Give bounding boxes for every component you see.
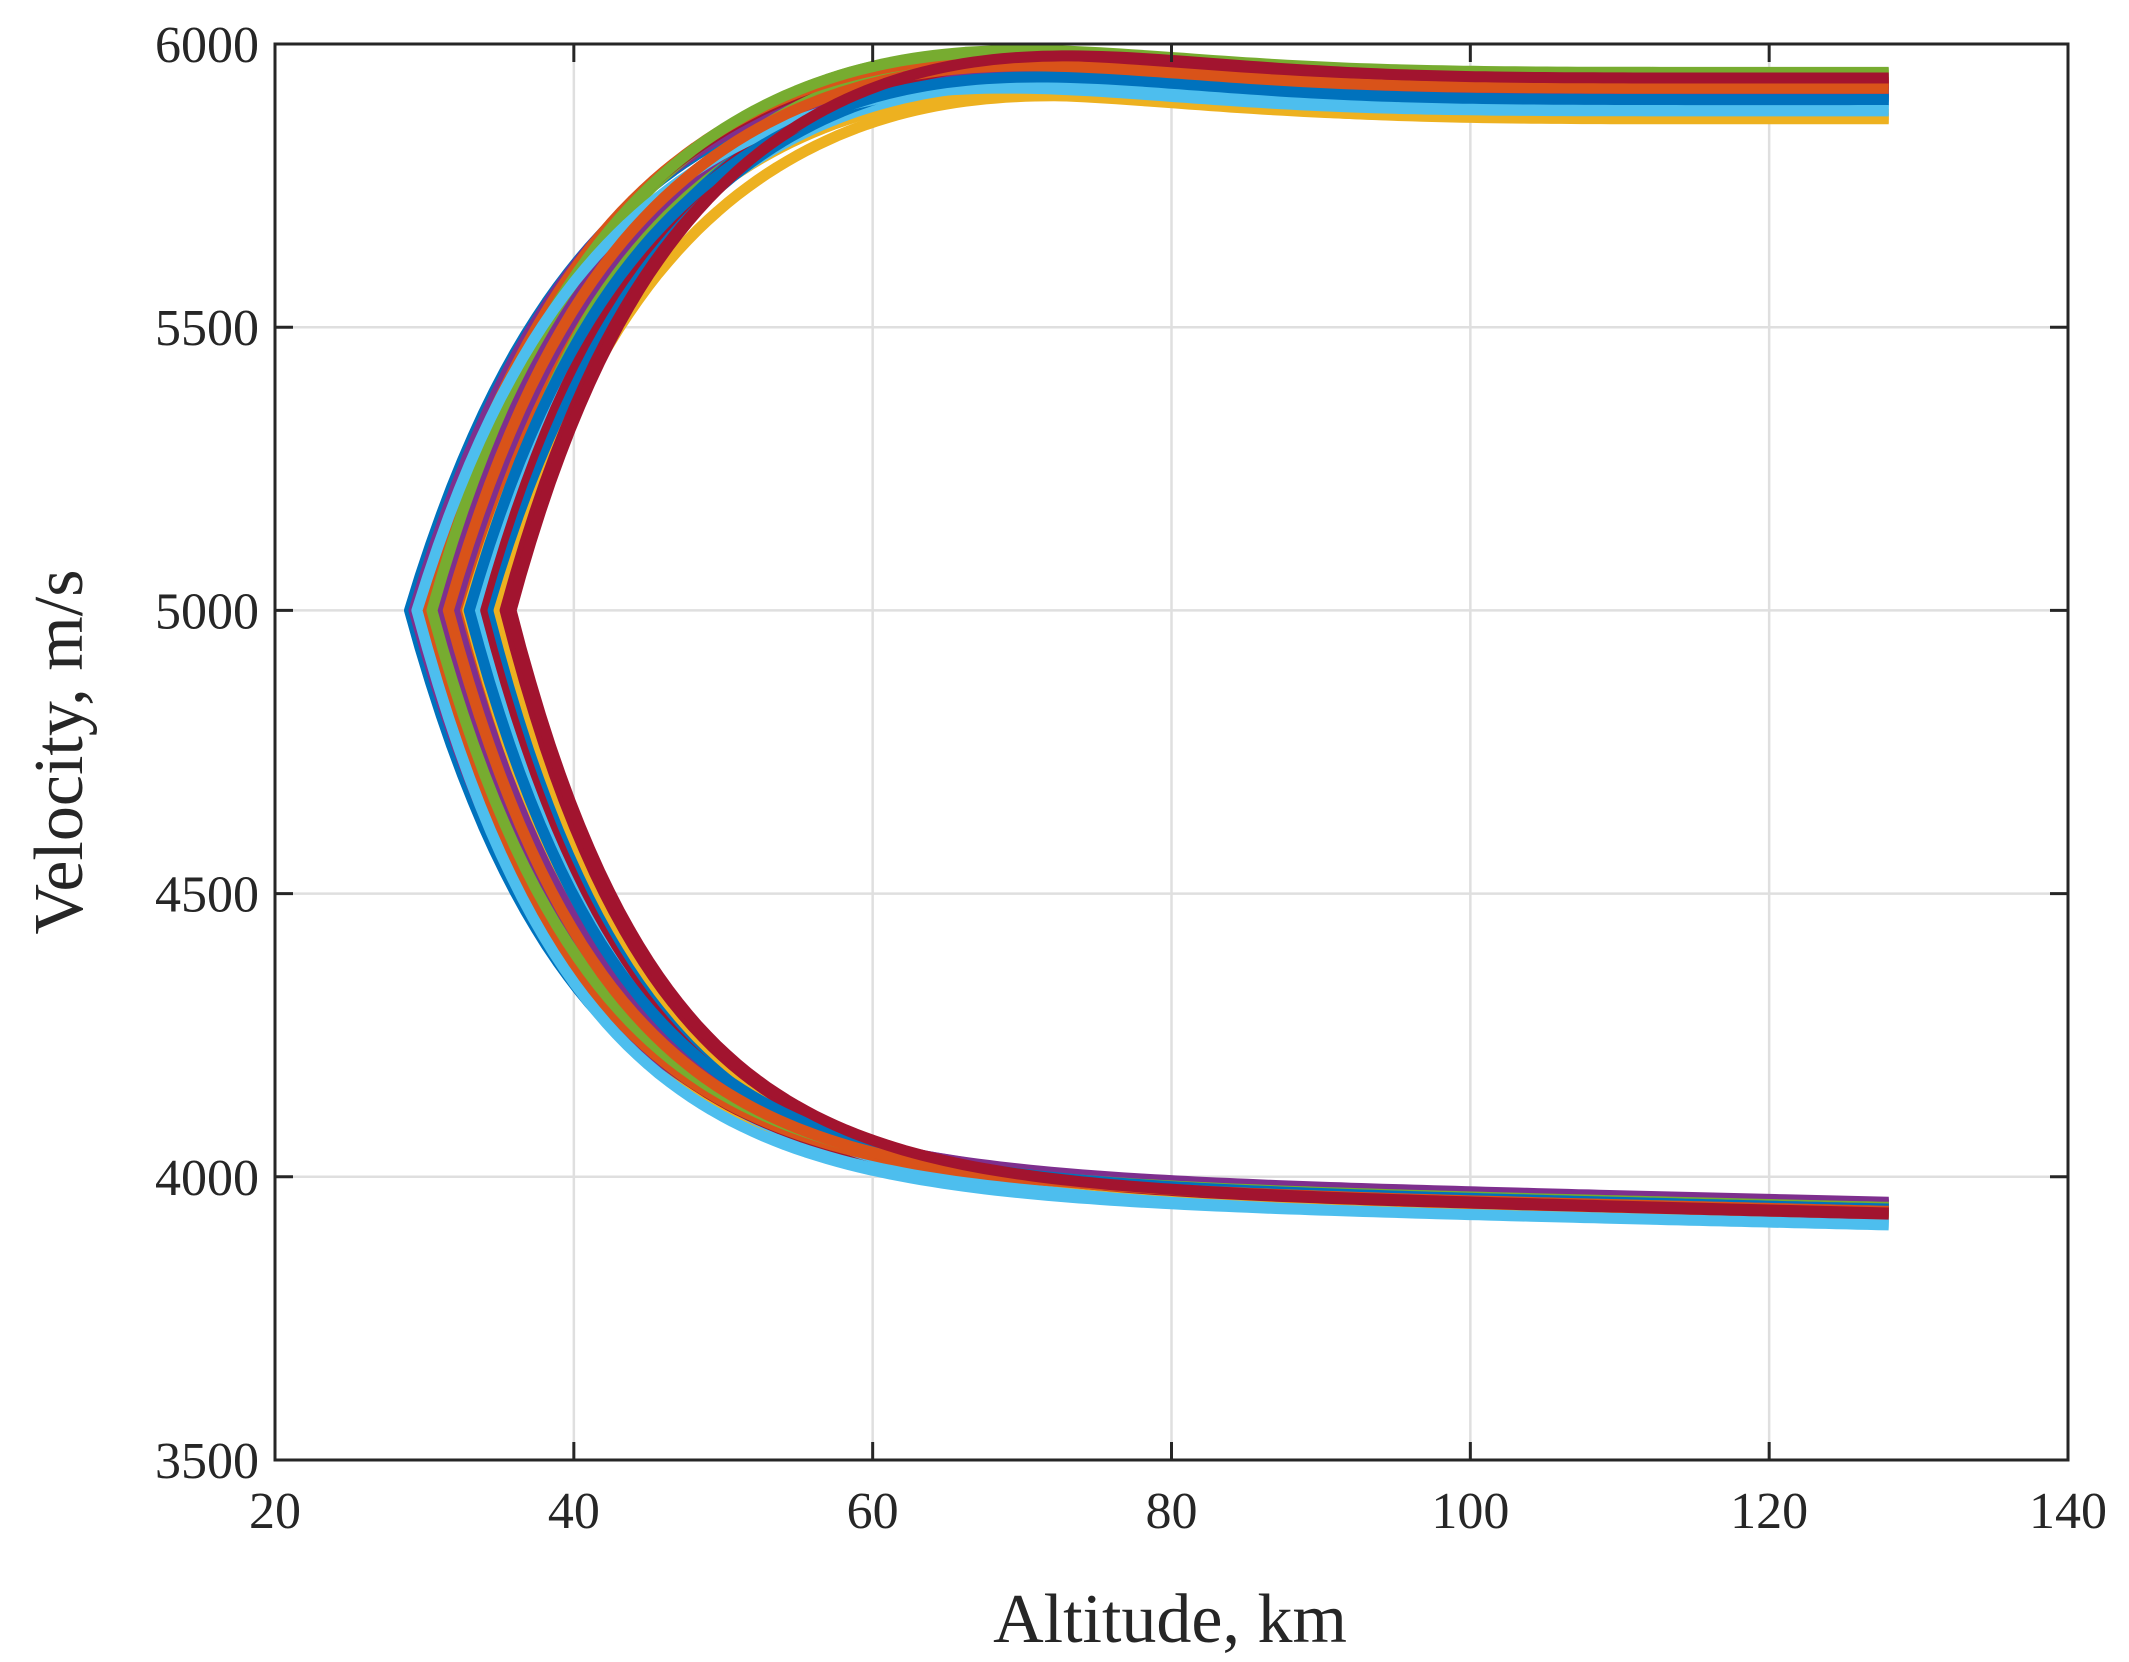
y-tick-label: 4000: [155, 1150, 259, 1207]
x-tick-label: 40: [548, 1483, 600, 1540]
y-tick-label: 4500: [155, 867, 259, 924]
axes: [273, 42, 2070, 1462]
y-tick-label: 6000: [155, 17, 259, 74]
x-tick-label: 20: [249, 1483, 301, 1540]
x-tick-label: 80: [1146, 1483, 1198, 1540]
x-axis-title: Altitude, km: [993, 1581, 1347, 1658]
series-line-run-20: [411, 82, 1889, 1231]
y-axis-title: Velocity, m/s: [21, 570, 98, 935]
tick-labels: 20 40 60 80 100 120 140 3500 4000 4500 5000 5500 600…: [155, 17, 2107, 1540]
plot-lines: [404, 44, 1889, 1231]
y-tick-label: 5500: [155, 300, 259, 357]
x-tick-label: 120: [1730, 1483, 1808, 1540]
x-tick-label: 140: [2029, 1483, 2107, 1540]
x-tick-label: 100: [1431, 1483, 1509, 1540]
x-tick-label: 60: [847, 1483, 899, 1540]
y-tick-label: 5000: [155, 583, 259, 640]
series-line-run-24: [505, 50, 1889, 1219]
y-tick-label: 3500: [155, 1433, 259, 1490]
